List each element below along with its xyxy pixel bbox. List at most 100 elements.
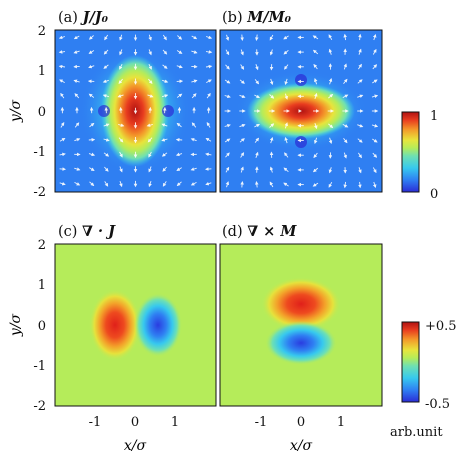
vector-arrow bbox=[119, 63, 123, 70]
vector-arrow bbox=[176, 64, 183, 69]
vector-arrow bbox=[74, 182, 81, 186]
vector-arrow bbox=[372, 33, 377, 41]
vector-arrow bbox=[357, 79, 363, 84]
vector-arrow bbox=[312, 49, 319, 55]
vector-arrow bbox=[103, 152, 110, 157]
x-tick: -1 bbox=[89, 415, 102, 430]
vector-arrow bbox=[342, 124, 349, 128]
vector-arrow bbox=[176, 93, 183, 98]
y-tick: -2 bbox=[33, 185, 46, 200]
vector-arrow bbox=[240, 64, 245, 70]
vector-arrow bbox=[89, 181, 95, 187]
panel-a-vector-field bbox=[58, 34, 213, 188]
vector-arrow bbox=[224, 138, 231, 143]
vector-arrow bbox=[89, 167, 95, 171]
vector-arrow bbox=[146, 123, 153, 127]
y-axis-label-top: y/σ bbox=[8, 99, 24, 123]
panel-d-frame bbox=[219, 243, 383, 407]
vector-arrow bbox=[205, 50, 213, 54]
x-axis-label-left: x/σ bbox=[124, 438, 147, 454]
vector-arrow bbox=[191, 35, 198, 40]
vector-arrow bbox=[60, 92, 65, 99]
vector-arrow bbox=[175, 152, 183, 157]
vector-arrow bbox=[284, 136, 288, 144]
vector-arrow bbox=[328, 48, 333, 55]
vector-arrow bbox=[372, 181, 377, 189]
vector-arrow bbox=[269, 94, 275, 99]
vector-arrow bbox=[314, 122, 318, 130]
y-tick: -1 bbox=[33, 359, 46, 374]
y-tick: -2 bbox=[33, 399, 46, 414]
x-tick: 0 bbox=[131, 415, 139, 430]
vector-arrow bbox=[372, 138, 378, 143]
colorbar-bottom-max-label: +0.5 bbox=[425, 319, 457, 334]
x-ticks-right: -1 0 1 bbox=[255, 415, 345, 430]
vector-arrow bbox=[225, 49, 230, 56]
vector-arrow bbox=[119, 166, 123, 173]
y-tick: 1 bbox=[38, 278, 46, 293]
vector-arrow bbox=[176, 50, 183, 54]
vector-arrow bbox=[312, 167, 319, 173]
vector-arrow bbox=[372, 79, 378, 84]
vector-arrow bbox=[58, 50, 66, 54]
vector-arrow bbox=[283, 167, 289, 173]
vector-arrow bbox=[343, 63, 347, 70]
vector-arrow bbox=[284, 122, 288, 129]
panel-b-frame bbox=[219, 29, 383, 193]
vector-arrow bbox=[148, 166, 152, 173]
panel-a-frame bbox=[54, 29, 217, 193]
vector-arrow bbox=[328, 181, 333, 188]
vector-arrow bbox=[88, 152, 96, 157]
vector-arrow bbox=[283, 182, 289, 187]
vector-arrow bbox=[269, 34, 274, 41]
vector-arrow bbox=[205, 152, 212, 157]
vector-arrow bbox=[328, 123, 334, 129]
vector-arrow bbox=[161, 123, 168, 127]
vector-arrow bbox=[162, 181, 167, 187]
panel-d-title: (d) ∇ × M bbox=[222, 223, 297, 240]
panel-b-peak bbox=[247, 83, 355, 139]
vector-arrow bbox=[314, 92, 318, 100]
vector-arrow bbox=[371, 123, 379, 128]
vector-arrow bbox=[225, 34, 230, 41]
vector-arrow bbox=[205, 137, 212, 142]
vector-arrow bbox=[148, 63, 152, 70]
y-tick: 0 bbox=[38, 105, 46, 120]
vector-arrow bbox=[88, 35, 94, 40]
vector-arrow bbox=[104, 166, 109, 172]
vector-arrow bbox=[148, 78, 153, 84]
vector-arrow bbox=[148, 151, 152, 158]
vector-arrow bbox=[119, 180, 123, 188]
panel-a-peak bbox=[101, 55, 169, 167]
vector-arrow bbox=[176, 181, 182, 187]
colorbar-bottom-min-label: -0.5 bbox=[425, 397, 450, 412]
vector-arrow bbox=[148, 180, 152, 188]
y-axis-label-bottom: y/σ bbox=[8, 313, 24, 337]
y-ticks-bottom: 2 1 0 -1 -2 bbox=[33, 238, 46, 414]
vector-arrow bbox=[73, 35, 80, 40]
panel-b-title: (b) M/M₀ bbox=[222, 9, 292, 26]
vector-arrow bbox=[177, 35, 183, 40]
vector-arrow bbox=[58, 35, 66, 40]
panel-a-sink-right bbox=[162, 105, 174, 117]
vector-arrow bbox=[240, 49, 244, 56]
vector-arrow bbox=[372, 167, 377, 174]
vector-arrow bbox=[119, 34, 123, 41]
vector-arrow bbox=[148, 106, 152, 114]
vector-arrow bbox=[162, 79, 169, 83]
vector-arrow bbox=[254, 137, 260, 143]
vector-arrow bbox=[224, 79, 231, 84]
vector-arrow bbox=[372, 152, 378, 158]
vector-arrow bbox=[224, 123, 231, 128]
vector-arrow bbox=[358, 152, 362, 159]
vector-arrow bbox=[191, 93, 197, 99]
vector-arrow bbox=[162, 34, 167, 41]
vector-arrow bbox=[148, 34, 152, 41]
x-axis-label-right: x/σ bbox=[290, 438, 313, 454]
vector-arrow bbox=[240, 181, 244, 188]
vector-arrow bbox=[118, 137, 124, 143]
panel-b-vector-field bbox=[224, 33, 379, 189]
vector-arrow bbox=[328, 93, 334, 99]
vector-arrow bbox=[372, 64, 378, 70]
vector-arrow bbox=[343, 33, 347, 41]
